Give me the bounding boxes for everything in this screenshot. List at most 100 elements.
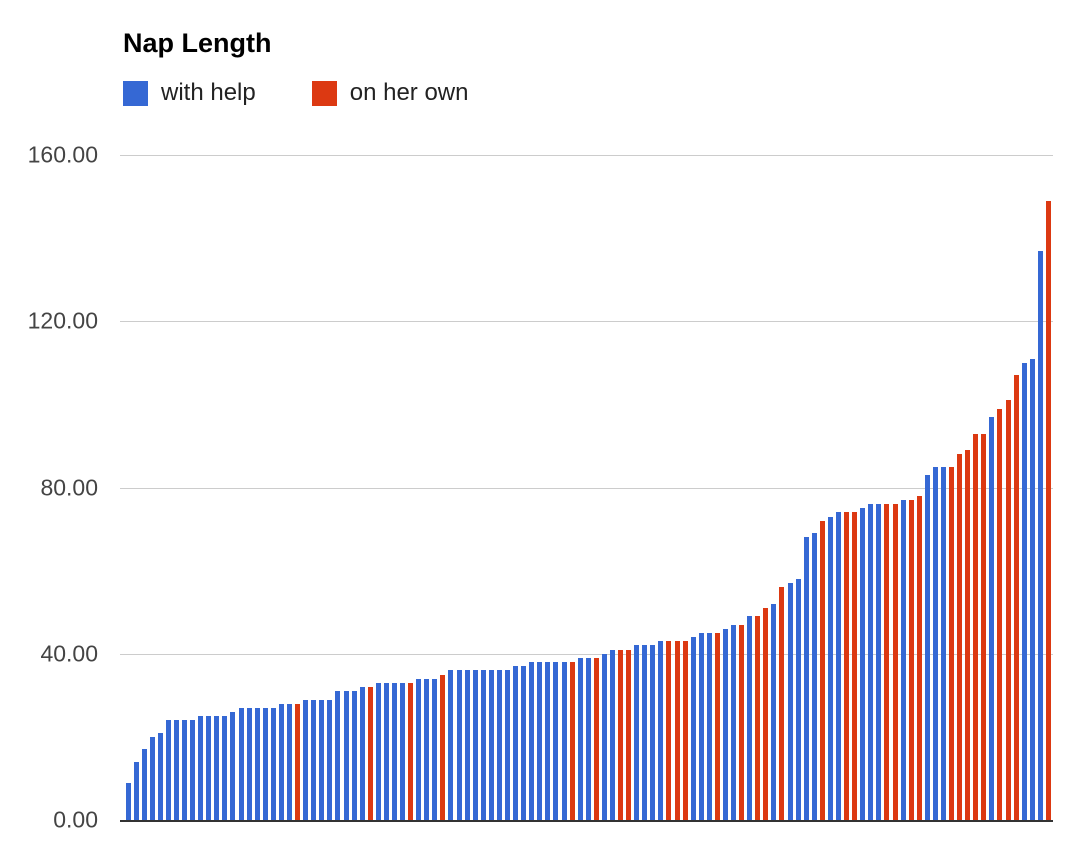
- bar: [811, 533, 817, 820]
- bar: [561, 662, 567, 820]
- bar: [836, 512, 841, 820]
- bar: [198, 716, 204, 820]
- bar: [593, 657, 599, 820]
- bar: [1037, 250, 1043, 820]
- bar: [222, 716, 228, 820]
- y-tick-label: 160.00: [27, 141, 98, 168]
- bar: [440, 674, 446, 820]
- bar: [666, 641, 672, 820]
- bar: [803, 537, 809, 820]
- bar: [157, 732, 163, 820]
- bar: [884, 504, 890, 820]
- bar: [351, 691, 357, 820]
- legend-item: on her own: [311, 79, 469, 107]
- bar: [553, 662, 559, 820]
- bar: [424, 678, 430, 820]
- bar: [513, 666, 519, 820]
- bar: [1029, 358, 1035, 820]
- bar: [1005, 400, 1011, 820]
- bar: [529, 662, 535, 820]
- bar: [327, 699, 333, 820]
- bars-layer: [120, 155, 1053, 820]
- legend-label: on her own: [349, 79, 469, 106]
- bar: [771, 603, 777, 820]
- gridline: [120, 487, 1053, 489]
- bar: [755, 616, 761, 820]
- bar: [448, 670, 454, 820]
- bar: [908, 500, 914, 820]
- bar: [1045, 200, 1051, 820]
- bar: [343, 691, 349, 820]
- bar: [585, 657, 591, 820]
- y-tick-label: 0.00: [53, 806, 98, 833]
- bar: [795, 578, 801, 820]
- bar: [698, 633, 704, 820]
- bar: [230, 711, 236, 820]
- bar: [133, 761, 139, 820]
- bar: [488, 670, 494, 820]
- y-tick-label: 40.00: [40, 640, 98, 667]
- bar: [642, 645, 648, 820]
- bar: [303, 699, 309, 820]
- bar: [997, 408, 1003, 820]
- bar: [472, 670, 478, 820]
- bar: [916, 495, 922, 820]
- bar: [569, 662, 575, 820]
- bar: [504, 670, 510, 820]
- bar: [254, 707, 260, 820]
- bar: [957, 454, 963, 820]
- legend: with help on her own: [123, 79, 524, 107]
- bar: [262, 707, 268, 820]
- bar: [868, 504, 874, 820]
- bar: [206, 716, 212, 820]
- bar: [432, 678, 438, 820]
- bar: [900, 500, 906, 820]
- legend-swatch-icon: [311, 80, 337, 106]
- bar: [949, 466, 955, 820]
- bar: [577, 657, 583, 820]
- bar: [1013, 375, 1019, 820]
- bar: [722, 628, 728, 820]
- bar: [238, 707, 244, 820]
- bar: [763, 608, 769, 820]
- bar: [141, 749, 147, 820]
- y-axis-labels: 160.00 120.00 80.00 40.00 0.00: [0, 142, 98, 833]
- bar: [367, 687, 373, 820]
- bar: [173, 720, 179, 820]
- bar: [286, 703, 292, 820]
- bar: [634, 645, 640, 820]
- bar: [295, 703, 301, 820]
- bar: [545, 662, 551, 820]
- bar: [383, 682, 389, 820]
- bar: [940, 466, 946, 820]
- bar: [408, 682, 414, 820]
- y-tick-label: 80.00: [40, 474, 98, 500]
- plot-area: [120, 155, 1053, 822]
- bar: [359, 687, 365, 820]
- bar: [706, 633, 712, 820]
- bar: [739, 624, 745, 820]
- bar: [319, 699, 325, 820]
- bar: [182, 720, 188, 820]
- bar: [311, 699, 317, 820]
- bar: [892, 504, 898, 820]
- bar: [416, 678, 422, 820]
- bar: [190, 720, 196, 820]
- bar: [278, 703, 284, 820]
- bar: [779, 587, 785, 820]
- bar: [747, 616, 753, 820]
- bar: [400, 682, 406, 820]
- bar: [981, 433, 987, 820]
- bar: [973, 433, 979, 820]
- bar: [682, 641, 688, 820]
- chart-title: Nap Length: [123, 28, 272, 58]
- bar: [658, 641, 664, 820]
- bar: [731, 624, 737, 820]
- legend-label: with help: [161, 79, 256, 106]
- bar: [674, 641, 680, 820]
- bar: [860, 508, 866, 820]
- gridline: [120, 321, 1053, 323]
- bar: [246, 707, 252, 820]
- bar: [456, 670, 462, 820]
